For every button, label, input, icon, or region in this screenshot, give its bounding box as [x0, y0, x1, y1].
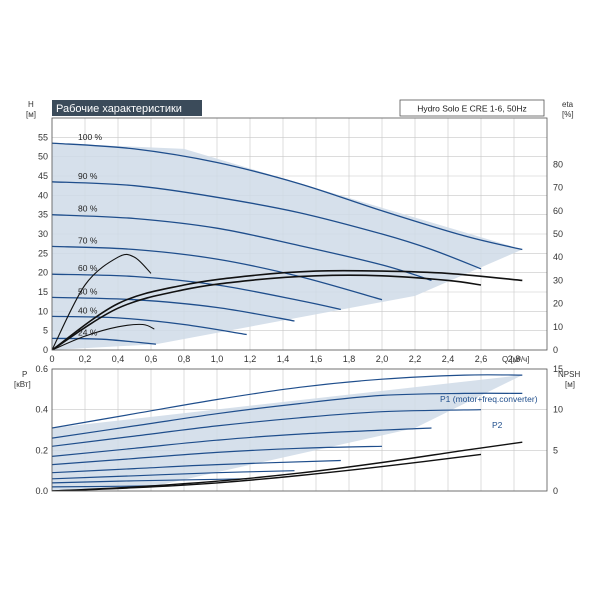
npsh-tick-label: 10	[553, 405, 563, 415]
p-tick-label: 0.6	[35, 364, 48, 374]
p-tick-label: 0.4	[35, 405, 48, 415]
power-curve	[52, 374, 523, 429]
p-axis-title-line2: [кВт]	[14, 380, 31, 389]
h-tick-label: 40	[38, 190, 48, 200]
h-tick-label: 0	[43, 345, 48, 355]
npsh-curve	[52, 441, 523, 491]
q-tick-label: 1,2	[244, 354, 257, 364]
q-tick-label: 2,6	[475, 354, 488, 364]
pump-curve	[52, 142, 523, 251]
q-tick-label: 0,2	[79, 354, 92, 364]
h-tick-label: 15	[38, 287, 48, 297]
power-curve	[52, 392, 523, 439]
q-tick-label: 2,8	[508, 354, 521, 364]
pump-curve	[52, 245, 383, 301]
eta-tick-label: 30	[553, 275, 563, 285]
speed-label: 80 %	[78, 204, 98, 214]
q-tick-label: 0	[49, 354, 54, 364]
eta-tick-label: 0	[553, 345, 558, 355]
p-axis-title-line1: P	[22, 370, 27, 379]
title-bar	[52, 100, 202, 116]
efficiency-curve	[52, 323, 155, 350]
eta-tick-label: 50	[553, 229, 563, 239]
q-tick-label: 1,0	[211, 354, 224, 364]
chart-title: Рабочие характеристики	[56, 103, 182, 115]
power-curve	[52, 409, 482, 447]
npsh-curve	[52, 453, 482, 491]
npsh-axis-title-line2: [м]	[565, 380, 575, 389]
p2-annotation: P2	[492, 420, 503, 430]
pump-curve	[52, 337, 156, 345]
h-tick-label: 5	[43, 326, 48, 336]
pump-curve	[52, 315, 247, 336]
q-tick-label: 2,2	[409, 354, 422, 364]
q-tick-label: 0,8	[178, 354, 191, 364]
h-tick-label: 20	[38, 268, 48, 278]
q-tick-label: 0,6	[145, 354, 158, 364]
speed-label: 60 %	[78, 263, 98, 273]
npsh-tick-label: 0	[553, 486, 558, 496]
p-tick-label: 0.2	[35, 445, 48, 455]
eta-tick-label: 10	[553, 322, 563, 332]
h-axis-title-line1: H	[28, 100, 34, 109]
p-tick-label: 0.0	[35, 486, 48, 496]
upper-plot-frame	[51, 117, 548, 351]
h-tick-label: 35	[38, 210, 48, 220]
eta-tick-label: 60	[553, 206, 563, 216]
q-tick-label: 2,4	[442, 354, 455, 364]
pump-curve	[52, 181, 482, 270]
q-tick-label: 1,6	[310, 354, 323, 364]
eta-tick-label: 40	[553, 252, 563, 262]
speed-label: 70 %	[78, 235, 98, 245]
h-tick-label: 10	[38, 306, 48, 316]
power-curve	[52, 478, 247, 484]
efficiency-curve	[52, 274, 482, 350]
speed-label: 40 %	[78, 305, 98, 315]
speed-label: 100 %	[78, 132, 103, 142]
h-axis-title-line2: [м]	[26, 110, 36, 119]
power-curve	[52, 445, 383, 466]
speed-label: 50 %	[78, 286, 98, 296]
eta-tick-label: 20	[553, 299, 563, 309]
eta-axis-title-line1: eta	[562, 100, 574, 109]
q-tick-label: 0,4	[112, 354, 125, 364]
h-tick-label: 25	[38, 248, 48, 258]
pump-curve	[52, 296, 295, 322]
h-tick-label: 45	[38, 171, 48, 181]
model-label: Hydro Solo E CRE 1-6, 50Hz	[417, 104, 527, 114]
h-tick-label: 55	[38, 132, 48, 142]
eta-axis-title-line2: [%]	[562, 110, 574, 119]
h-tick-label: 50	[38, 152, 48, 162]
power-curve	[52, 470, 295, 480]
npsh-tick-label: 5	[553, 445, 558, 455]
q-tick-label: 1,8	[343, 354, 356, 364]
speed-label: 24 %	[78, 327, 98, 337]
power-curve	[52, 459, 341, 474]
efficiency-curve	[52, 253, 152, 350]
pump-curve	[52, 214, 432, 282]
lower-plot-frame	[51, 368, 548, 492]
npsh-tick-label: 15	[553, 364, 563, 374]
operating-area	[52, 143, 523, 350]
power-curve	[52, 427, 432, 457]
q-axis-title: Q [м³/ч]	[502, 355, 529, 364]
h-tick-label: 30	[38, 229, 48, 239]
eta-tick-label: 70	[553, 183, 563, 193]
q-tick-label: 2,0	[376, 354, 389, 364]
q-tick-label: 1,4	[277, 354, 290, 364]
eta-tick-label: 80	[553, 159, 563, 169]
npsh-axis-title-line1: NPSH	[558, 370, 580, 379]
model-box	[399, 99, 545, 117]
efficiency-curve	[52, 269, 523, 350]
operating-area	[52, 375, 523, 491]
p1-annotation: P1 (motor+freq.converter)	[440, 394, 538, 404]
speed-label: 90 %	[78, 171, 98, 181]
